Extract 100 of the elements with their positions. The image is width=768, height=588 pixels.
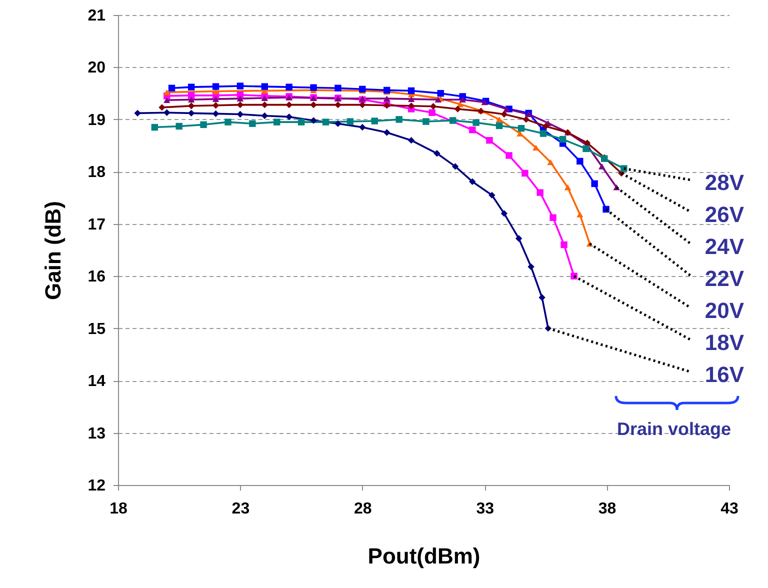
point — [158, 104, 166, 111]
point — [359, 124, 366, 131]
point — [591, 180, 598, 188]
point — [383, 96, 390, 102]
x-axis-title: Pout(dBm) — [368, 544, 480, 568]
point — [486, 136, 493, 144]
point — [469, 126, 476, 134]
point — [576, 212, 584, 218]
point — [559, 136, 566, 143]
point — [488, 192, 496, 199]
y-tick-label: 16 — [88, 268, 106, 286]
text: 26V — [704, 202, 744, 227]
point — [261, 112, 268, 120]
point — [598, 164, 606, 170]
point — [542, 122, 550, 130]
point — [236, 96, 244, 102]
point — [515, 235, 522, 242]
point — [334, 84, 342, 92]
point — [249, 120, 256, 127]
y-tick-label: 13 — [88, 425, 106, 442]
y-tick-label: 19 — [88, 112, 106, 129]
x-tick-label: 38 — [598, 500, 616, 518]
text: 16V — [704, 362, 744, 387]
point — [396, 116, 402, 123]
point — [538, 294, 546, 301]
y-axis-title: Gain (dB) — [40, 201, 66, 300]
point — [261, 95, 268, 101]
point — [496, 122, 503, 130]
point — [516, 130, 524, 136]
point — [188, 96, 195, 103]
point — [176, 122, 182, 130]
point — [528, 263, 534, 270]
point — [408, 136, 415, 144]
x-tick-label: 33 — [476, 500, 494, 518]
point — [286, 101, 292, 108]
point — [506, 152, 512, 159]
point — [134, 110, 141, 117]
point — [188, 84, 195, 90]
point — [212, 110, 220, 118]
point — [560, 241, 568, 248]
point — [212, 96, 220, 102]
point — [428, 109, 436, 116]
point — [298, 118, 305, 126]
point — [310, 84, 317, 91]
point — [261, 101, 268, 108]
point — [522, 170, 528, 177]
y-tick-label: 12 — [88, 478, 106, 494]
point — [286, 113, 292, 120]
point — [200, 121, 207, 128]
point — [188, 102, 195, 110]
point — [286, 84, 292, 90]
point — [151, 124, 158, 131]
point — [550, 214, 556, 221]
y-tick-label: 18 — [88, 164, 106, 182]
point — [236, 101, 244, 108]
point — [359, 101, 366, 108]
point — [408, 102, 415, 110]
point — [532, 144, 540, 151]
point — [472, 119, 480, 126]
point — [564, 184, 572, 190]
point — [503, 106, 510, 112]
y-tick-label: 21 — [88, 8, 106, 24]
text: 24V — [704, 234, 744, 259]
point — [496, 116, 503, 122]
point — [408, 96, 415, 102]
point — [164, 109, 170, 116]
x-tick-label: 43 — [720, 500, 738, 518]
point — [334, 101, 342, 108]
point — [310, 117, 317, 124]
point — [212, 102, 220, 109]
x-tick-label: 28 — [354, 500, 372, 518]
point — [168, 84, 176, 92]
point — [224, 118, 232, 126]
point — [576, 158, 584, 165]
point — [164, 89, 170, 96]
point — [500, 210, 508, 217]
y-tick-label: 17 — [88, 216, 106, 234]
point — [383, 129, 390, 136]
annotation: Drain voltage — [616, 419, 732, 439]
x-tick-label: 18 — [110, 500, 128, 518]
point — [536, 189, 544, 196]
point — [437, 90, 444, 97]
point — [236, 82, 244, 90]
point — [310, 101, 317, 108]
point — [518, 124, 525, 132]
y-tick-label: 20 — [88, 60, 106, 77]
point — [212, 83, 220, 90]
point — [582, 145, 590, 152]
point — [164, 97, 170, 104]
point — [188, 92, 195, 99]
text: 18V — [704, 330, 744, 355]
point — [422, 118, 430, 125]
point — [346, 118, 354, 125]
point — [261, 83, 268, 90]
point — [322, 118, 330, 126]
point — [274, 118, 280, 126]
point — [522, 116, 530, 123]
x-tick-label: 23 — [232, 500, 250, 518]
y-tick-label: 14 — [88, 373, 106, 390]
text: 22V — [704, 266, 744, 291]
